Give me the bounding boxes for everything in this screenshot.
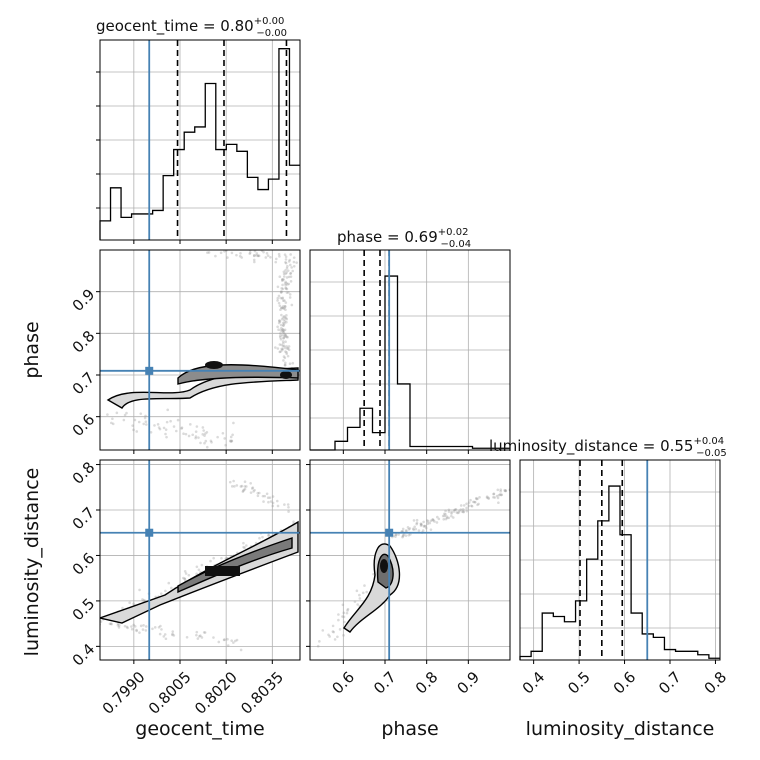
panel-frame — [309, 459, 511, 661]
xlabel-phase: phase — [381, 718, 438, 740]
title-phase: phase = 0.69+0.02 −0.04 — [337, 227, 471, 250]
hist-line-luminosity_distance — [519, 485, 720, 660]
panel-frame — [99, 39, 301, 241]
x-tick-label: 0.7 — [370, 668, 400, 698]
ylabel-phase: phase — [21, 321, 43, 378]
sample-cloud — [316, 488, 510, 648]
hist-panel-phase — [309, 249, 511, 454]
y-tick-label: 0.6 — [69, 549, 99, 579]
ylabel-luminosity_distance: luminosity_distance — [21, 468, 43, 657]
y-tick-label: 0.8 — [69, 458, 99, 488]
x-tick-label: 0.8 — [701, 668, 731, 698]
sample-cloud — [100, 479, 299, 652]
contour-inner — [177, 537, 293, 594]
panel-frame — [309, 249, 511, 451]
panel-frame — [519, 459, 721, 661]
y-tick-label: 0.8 — [69, 327, 99, 357]
title-luminosity_distance: luminosity_distance = 0.55+0.04 −0.05 — [489, 436, 727, 459]
x-tick-label: 0.6 — [610, 668, 640, 698]
title-geocent_time: geocent_time = 0.80+0.00 −0.00 — [96, 16, 287, 39]
x-tick-label: 0.5 — [564, 668, 594, 698]
scatter-panel-geocent_time-phase: 0.6 0.7 0.8 0.9 — [69, 249, 301, 454]
x-tick-label: 0.8005 — [145, 668, 195, 718]
x-tick-label: 0.8 — [412, 668, 442, 698]
contour-outer — [100, 520, 299, 624]
contour-peak — [280, 371, 292, 379]
y-tick-label: 0.7 — [69, 369, 99, 399]
x-tick-label: 0.6 — [328, 668, 358, 698]
hist-line-phase — [310, 275, 510, 451]
hist-line-geocent_time — [99, 48, 300, 240]
contour-peak — [205, 361, 223, 369]
x-tick-label: 0.8020 — [191, 668, 241, 718]
y-tick-label: 0.5 — [69, 595, 99, 625]
xlabel-luminosity_distance: luminosity_distance — [526, 718, 715, 740]
y-tick-label: 0.6 — [69, 410, 99, 440]
x-tick-label: 0.4 — [519, 668, 549, 698]
scatter-panel-phase-luminosity_distance: 0.6 0.7 0.8 0.9 — [306, 459, 511, 698]
y-tick-label: 0.4 — [69, 640, 99, 670]
y-tick-label: 0.9 — [69, 285, 99, 315]
contour-peak — [205, 566, 240, 576]
x-tick-label: 0.9 — [453, 668, 483, 698]
truth-marker — [145, 366, 154, 375]
hist-panel-geocent_time — [96, 39, 301, 244]
sample-cloud — [100, 250, 299, 449]
contour-peak — [380, 559, 388, 573]
xlabel-geocent_time: geocent_time — [135, 718, 264, 740]
contour-inner — [177, 364, 299, 385]
x-tick-label: 0.7 — [655, 668, 685, 698]
hist-panel-luminosity_distance: 0.4 0.5 0.6 0.7 0.8 — [519, 459, 731, 698]
x-tick-label: 0.8035 — [237, 668, 287, 718]
contour-outer — [343, 543, 401, 633]
truth-marker — [385, 528, 394, 537]
x-tick-label: 0.7990 — [99, 668, 149, 718]
truth-marker — [145, 528, 154, 537]
panel-frame — [99, 249, 301, 451]
panel-frame — [99, 459, 301, 661]
y-tick-label: 0.7 — [69, 504, 99, 534]
